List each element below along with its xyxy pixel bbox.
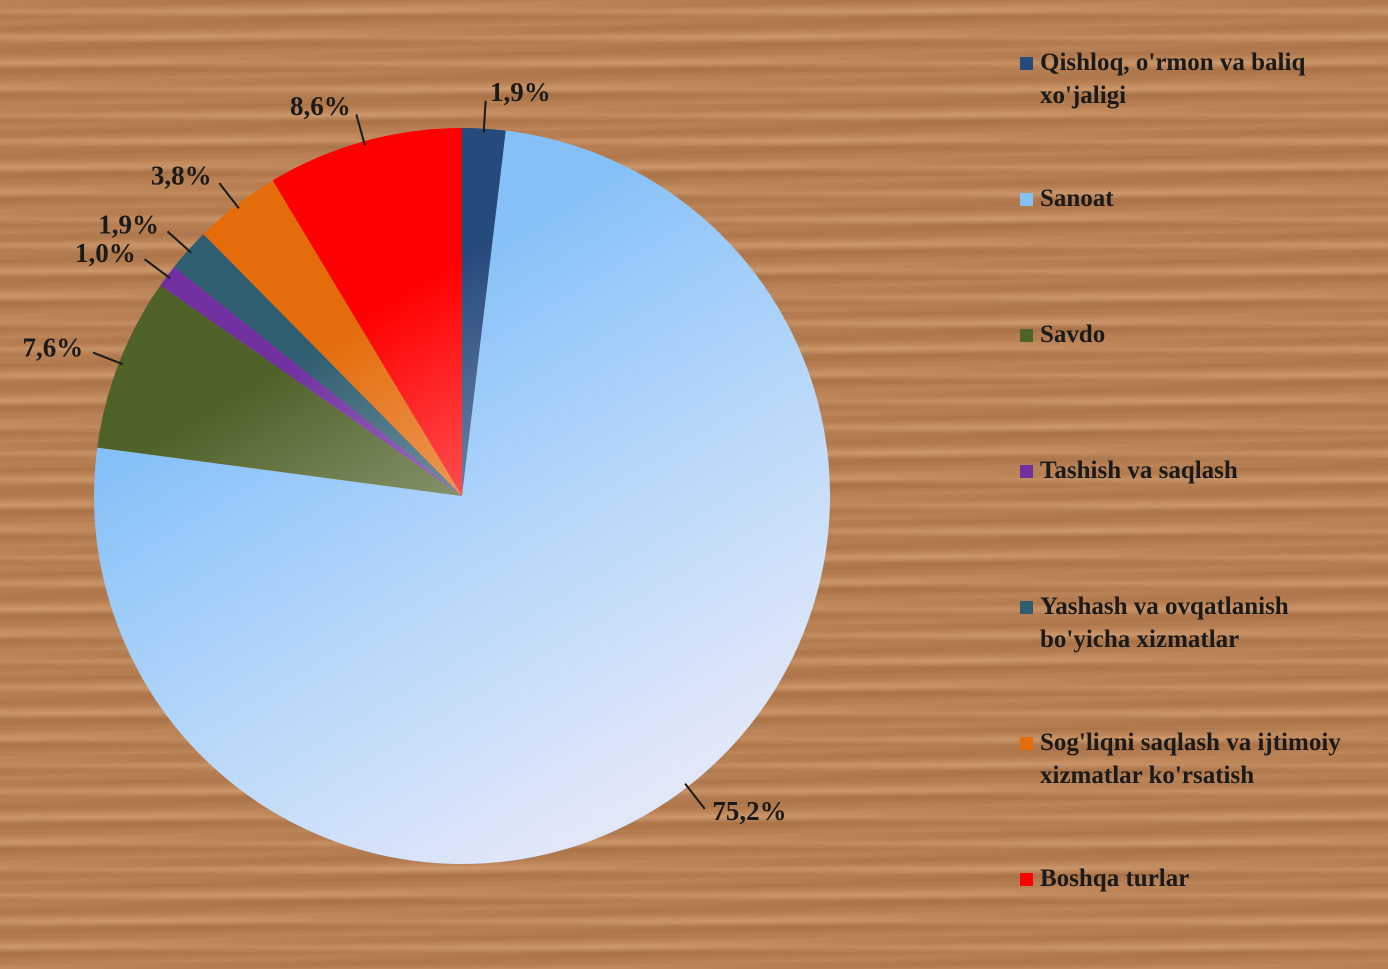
legend-swatch [1020, 737, 1033, 750]
data-label: 7,6% [23, 333, 84, 363]
legend-swatch [1020, 601, 1033, 614]
legend-item: Qishloq, o'rmon va baliq xo'jaligi [1018, 46, 1373, 112]
legend-label: Tashish va saqlash [1040, 457, 1238, 484]
legend-label: Yashash va ovqatlanish bo'yicha xizmatla… [1040, 593, 1289, 653]
legend-item: Sanoat [1018, 182, 1373, 215]
legend-label: Sanoat [1040, 185, 1114, 212]
leader-line [92, 351, 124, 366]
data-label: 3,8% [151, 161, 212, 191]
data-label: 75,2% [712, 796, 786, 826]
leader-line [218, 182, 240, 209]
data-label: 8,6% [290, 91, 351, 121]
legend-swatch [1020, 57, 1033, 70]
legend-label: Boshqa turlar [1040, 865, 1190, 892]
legend-swatch [1020, 329, 1033, 342]
legend-item: Boshqa turlar [1018, 862, 1373, 895]
leader-line [143, 258, 171, 280]
legend-swatch [1020, 873, 1033, 886]
leader-line [166, 230, 192, 254]
legend-label: Qishloq, o'rmon va baliq xo'jaligi [1040, 49, 1306, 109]
legend-label: Sog'liqni saqlash va ijtimoiy xizmatlar … [1040, 729, 1341, 789]
legend-item: Tashish va saqlash [1018, 454, 1373, 487]
legend-item: Savdo [1018, 318, 1373, 351]
data-label: 1,9% [490, 77, 551, 107]
legend-label: Savdo [1040, 321, 1106, 348]
data-label: 1,9% [98, 210, 159, 240]
legend-item: Sog'liqni saqlash va ijtimoiy xizmatlar … [1018, 726, 1373, 792]
leader-line [684, 783, 706, 810]
data-label: 1,0% [75, 238, 136, 268]
legend-item: Yashash va ovqatlanish bo'yicha xizmatla… [1018, 590, 1373, 656]
pie-chart: 1,9%75,2%7,6%1,0%1,9%3,8%8,6% [23, 77, 831, 864]
legend-swatch [1020, 465, 1033, 478]
leader-line [355, 114, 366, 146]
legend-swatch [1020, 193, 1033, 206]
leader-line [482, 100, 487, 133]
